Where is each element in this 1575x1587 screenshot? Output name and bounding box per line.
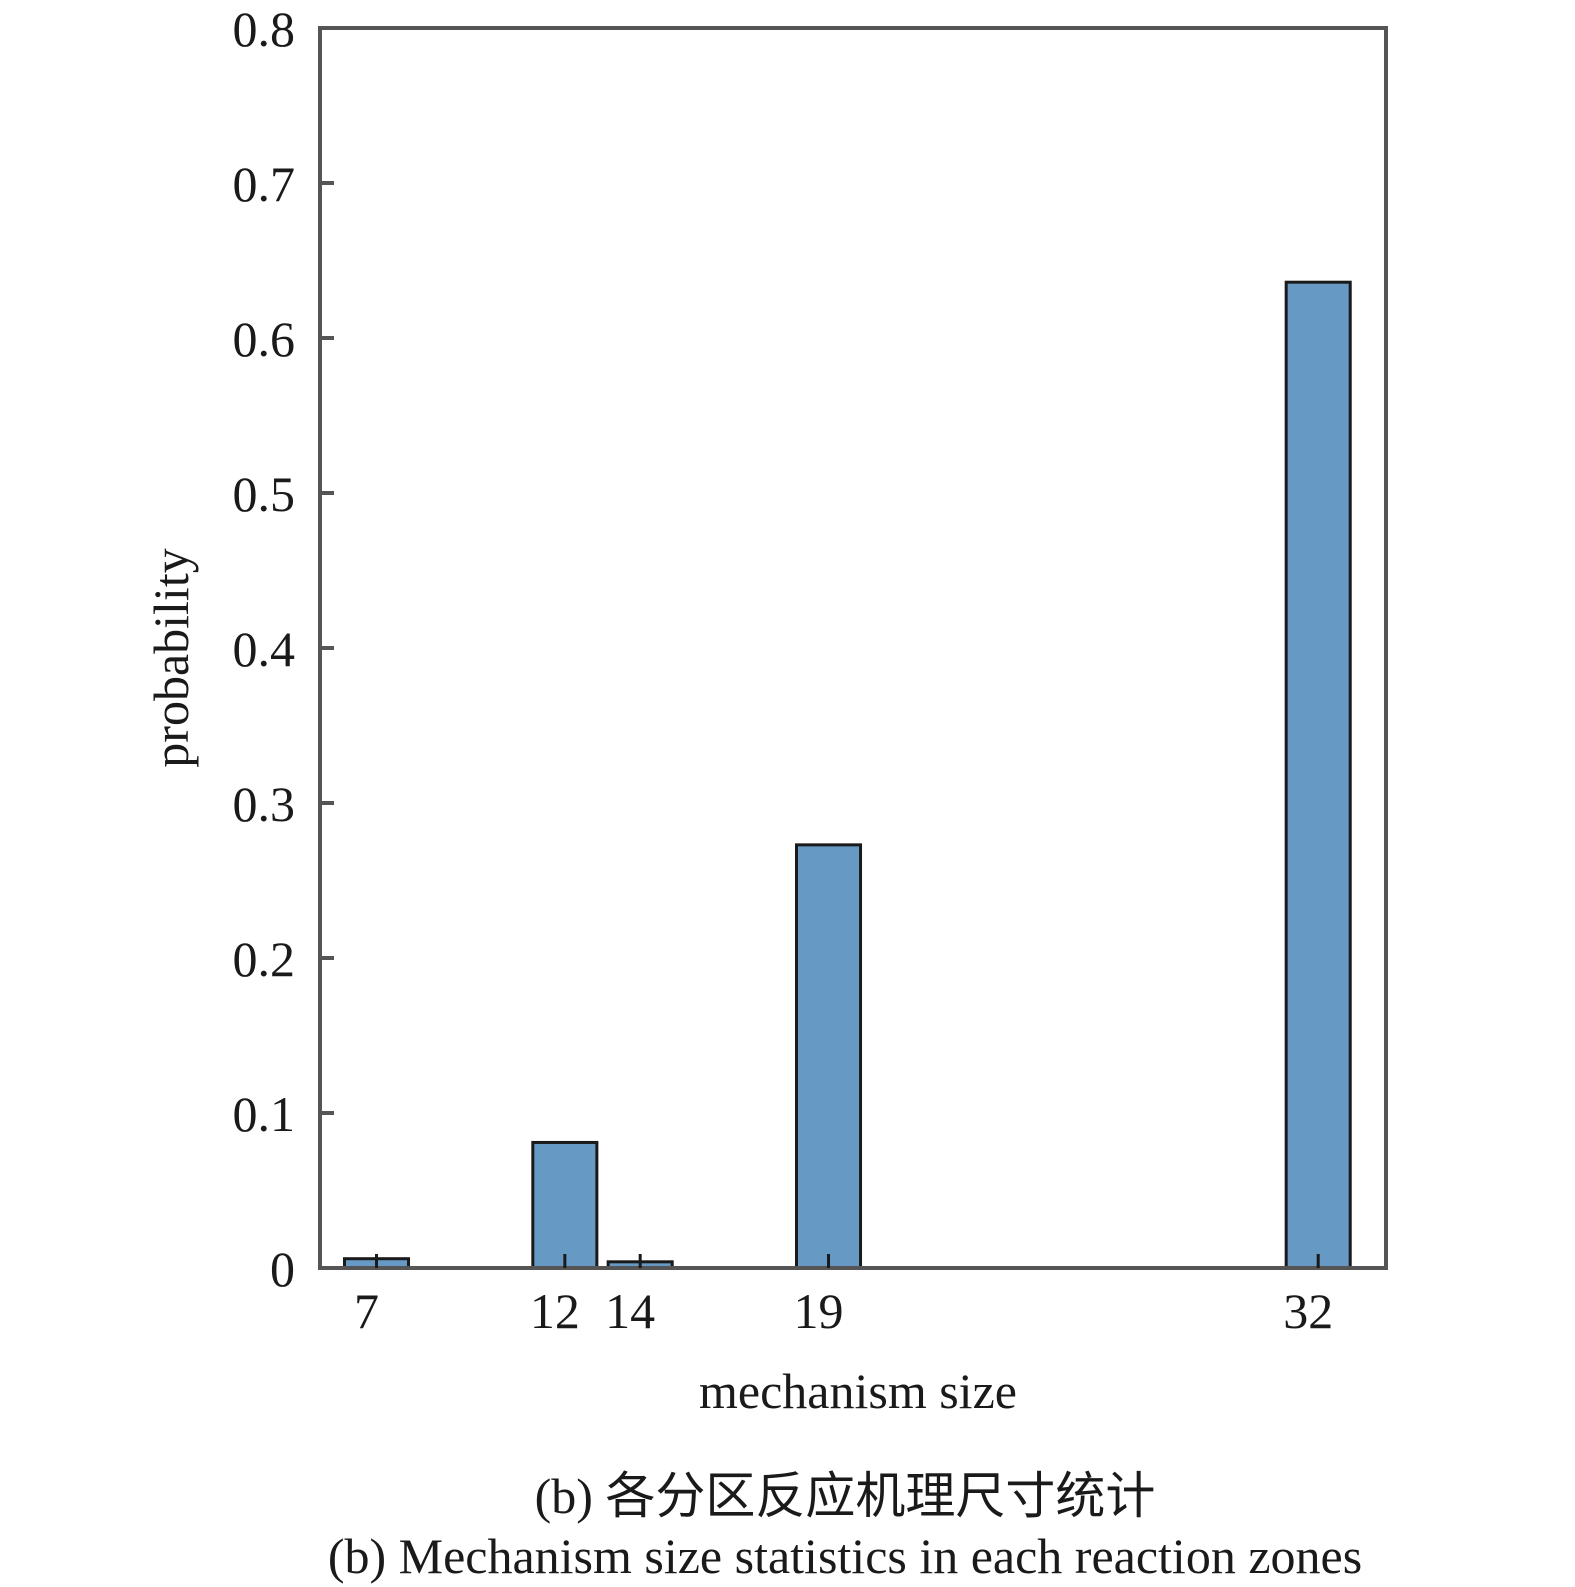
x-axis-title: mechanism size xyxy=(699,1363,1017,1419)
y-axis: 0 0.1 0.2 0.3 0.4 0.5 0.6 0.7 0.8 xyxy=(233,1,334,1297)
x-axis: 7 12 14 19 32 xyxy=(354,1254,1333,1339)
bar-19 xyxy=(794,843,863,1270)
y-tick-label: 0.5 xyxy=(233,466,296,522)
x-tick-label: 14 xyxy=(605,1283,655,1339)
y-axis-title: probability xyxy=(143,548,199,767)
y-tick-label: 0.8 xyxy=(233,1,296,57)
x-tick-label: 12 xyxy=(530,1283,580,1339)
y-tick-label: 0.6 xyxy=(233,311,296,367)
figure-caption-chinese: (b) 各分区反应机理尺寸统计 xyxy=(534,1468,1156,1524)
x-tick-label: 19 xyxy=(794,1283,844,1339)
x-tick-label: 32 xyxy=(1283,1283,1333,1339)
y-tick-label: 0 xyxy=(270,1241,295,1297)
y-tick-label: 0.3 xyxy=(233,776,296,832)
figure-caption-english: (b) Mechanism size statistics in each re… xyxy=(327,1528,1363,1584)
y-tick-label: 0.1 xyxy=(233,1086,296,1142)
bars-group xyxy=(342,280,1352,1270)
bar-12 xyxy=(531,1140,599,1270)
y-tick-label: 0.4 xyxy=(233,621,296,677)
bar-chart: 0 0.1 0.2 0.3 0.4 0.5 0.6 0.7 0.8 7 12 14 19 32 mech… xyxy=(143,1,1388,1419)
x-tick-label: 7 xyxy=(354,1283,379,1339)
bar-32 xyxy=(1284,280,1352,1270)
y-tick-label: 0.2 xyxy=(233,931,296,987)
y-tick-label: 0.7 xyxy=(233,156,296,212)
